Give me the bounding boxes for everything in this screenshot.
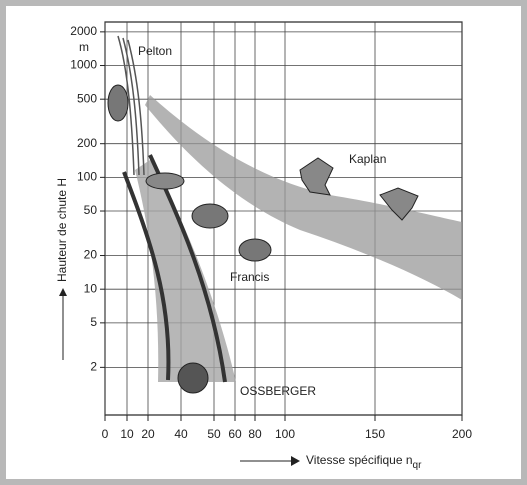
y-tick-label: 200 bbox=[77, 136, 97, 150]
x-tick-label: 100 bbox=[275, 427, 295, 441]
x-tick-label: 40 bbox=[174, 427, 188, 441]
y-tick-label: 2 bbox=[90, 360, 97, 374]
y-tick-label: 20 bbox=[84, 248, 98, 262]
pelton-icon bbox=[108, 85, 128, 121]
chart: Pelton Kaplan Francis OSSBERGER m Hauteu… bbox=[0, 0, 527, 485]
x-tick-label: 20 bbox=[141, 427, 155, 441]
francis-icon bbox=[146, 173, 184, 189]
francis-icon bbox=[192, 204, 228, 228]
annotation: Kaplan bbox=[349, 152, 386, 166]
y-tick-label: 5 bbox=[90, 315, 97, 329]
y-tick-label: 100 bbox=[77, 170, 97, 184]
x-tick-label: 0 bbox=[102, 427, 109, 441]
y-axis-label: Hauteur de chute H bbox=[55, 178, 69, 282]
x-axis-label-sub: qr bbox=[413, 460, 423, 471]
x-tick-label: 10 bbox=[120, 427, 134, 441]
y-tick-label: 1000 bbox=[70, 58, 97, 72]
y-tick-label: 500 bbox=[77, 91, 97, 105]
y-tick-label: 50 bbox=[84, 203, 98, 217]
annotation: OSSBERGER bbox=[240, 384, 316, 398]
x-tick-label: 200 bbox=[452, 427, 472, 441]
x-axis-label-main: Vitesse spécifique n bbox=[306, 453, 413, 467]
x-tick-label: 80 bbox=[248, 427, 262, 441]
annotation: Pelton bbox=[138, 44, 172, 58]
ossberger-icon bbox=[178, 363, 208, 393]
francis-icon bbox=[239, 239, 271, 261]
y-unit: m bbox=[79, 40, 89, 54]
page: {"chart_data": {"type": "turbine-chart",… bbox=[0, 0, 527, 485]
x-tick-label: 60 bbox=[228, 427, 242, 441]
y-tick-label: 2000 bbox=[70, 24, 97, 38]
x-tick-label: 50 bbox=[207, 427, 221, 441]
x-tick-label: 150 bbox=[365, 427, 385, 441]
y-tick-label: 10 bbox=[84, 281, 98, 295]
annotation: Francis bbox=[230, 270, 269, 284]
